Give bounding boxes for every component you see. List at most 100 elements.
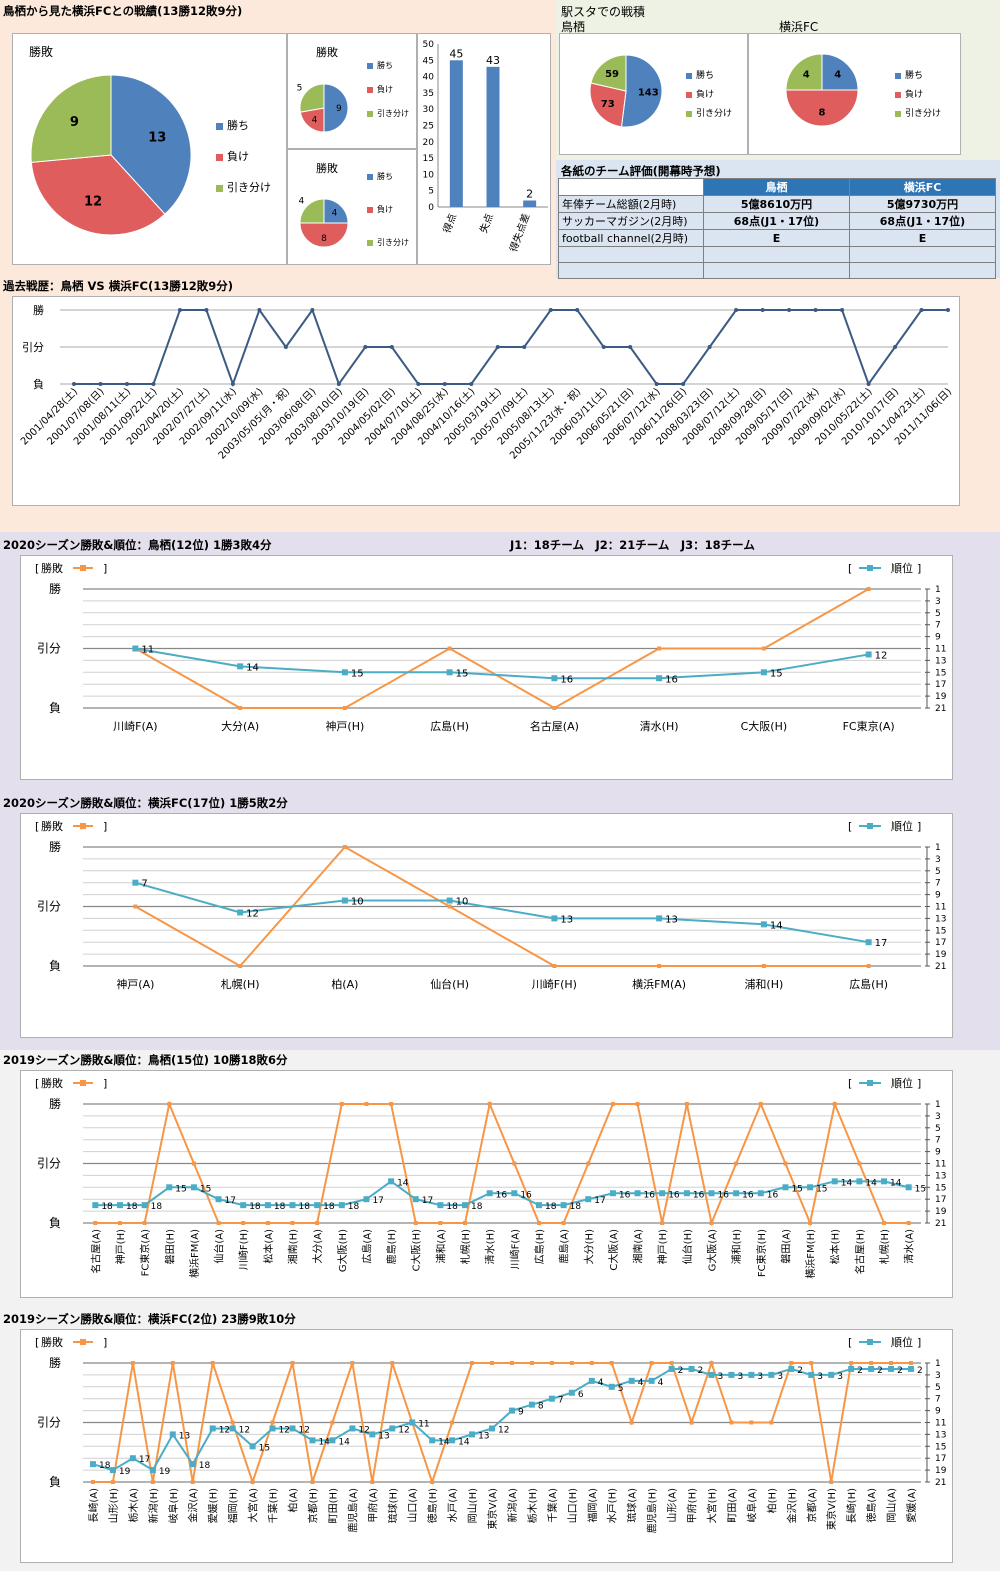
- rank-point: [511, 1190, 518, 1197]
- legend-swatch-負け: [686, 92, 692, 98]
- result-y-label: 負: [49, 1216, 61, 1230]
- result-y-label: 勝: [49, 839, 61, 854]
- pie-slice-勝ち: [323, 198, 349, 224]
- history-chart-box: 勝引分負 2001/04/28(土) 2001/07/08(日) 2001/08/11…: [12, 296, 960, 506]
- result-point: [150, 1480, 155, 1484]
- legend-bracket-open: [: [848, 1336, 852, 1349]
- result-point: [389, 1102, 394, 1106]
- eval-row-label: 年俸チーム総額(2月時): [558, 195, 704, 213]
- legend-swatch-勝ち: [686, 73, 692, 79]
- rank-data-label: 18: [274, 1202, 286, 1212]
- x-tick: 名古屋(A): [89, 1229, 102, 1274]
- pie-data-label: 9: [336, 104, 342, 114]
- rank-tick: 9: [935, 633, 941, 643]
- history-point: [257, 308, 262, 312]
- x-tick: 湘南(A): [632, 1229, 645, 1264]
- rank-data-label: 14: [338, 1437, 350, 1447]
- rank-point: [229, 1425, 236, 1432]
- rank-tick: 7: [935, 1395, 941, 1405]
- x-tick: 仙台(A): [213, 1229, 226, 1264]
- x-tick: 琉球(H): [386, 1488, 399, 1523]
- x-tick: 横浜FM(A): [188, 1229, 201, 1278]
- rank-point: [905, 1184, 912, 1191]
- result-point: [758, 1102, 763, 1106]
- result-point: [90, 1480, 95, 1484]
- result-point: [463, 1221, 468, 1225]
- result-point: [191, 1161, 196, 1166]
- rank-tick: 7: [935, 621, 941, 631]
- rank-tick: 5: [935, 1383, 941, 1393]
- season2-chart-box: [勝敗][順位] 1 3 5 7 9 11 13 15 17 19 21 勝引分負 7 12 10 10 13 13…: [20, 813, 953, 1038]
- pie-a-box: 勝敗 9 4 5 勝ち 負け 引き分け: [287, 33, 417, 149]
- rank-point: [314, 1202, 321, 1209]
- legend-label-引き分け: 引き分け: [377, 109, 409, 118]
- eval-row-label: [558, 262, 704, 279]
- legend-bracket-close: ]: [917, 1336, 921, 1349]
- x-tick: 金沢(A): [187, 1488, 200, 1523]
- rank-data-label: 2: [678, 1366, 684, 1376]
- x-tick: 千葉(A): [546, 1488, 559, 1523]
- rank-point: [462, 1202, 469, 1209]
- rank-data-label: 3: [718, 1372, 724, 1382]
- eval-header-yokohama: 横浜FC: [849, 178, 996, 196]
- x-tick: C大阪(H): [741, 719, 788, 733]
- result-y-label: 引分: [37, 1157, 61, 1171]
- x-tick: 大分(A): [311, 1229, 324, 1264]
- eval-row-label: football channel(2月時): [558, 229, 704, 247]
- rank-point: [634, 1190, 641, 1197]
- history-point: [72, 382, 76, 386]
- rank-point: [116, 1202, 123, 1209]
- rank-tick: 15: [935, 926, 946, 936]
- rank-data-label: 2: [897, 1366, 903, 1376]
- eval-cell: E: [703, 229, 850, 247]
- rank-point: [728, 1371, 735, 1378]
- rank-data-label: 2: [877, 1366, 883, 1376]
- eval-cell: 68点(J1・17位): [703, 212, 850, 230]
- result-point: [869, 1361, 874, 1365]
- result-point: [241, 1221, 246, 1225]
- eval-header-row: 鳥栖 横浜FC: [558, 178, 996, 196]
- rank-data-label: 14: [318, 1437, 330, 1447]
- x-tick: 川崎F(A): [113, 719, 157, 733]
- result-point: [216, 1221, 221, 1225]
- result-point: [649, 1361, 654, 1365]
- legend-rank-label: 順位: [891, 1076, 913, 1090]
- result-series-line: [95, 1100, 909, 1227]
- x-tick: 京都(H): [306, 1488, 319, 1523]
- rank-point: [848, 1365, 855, 1372]
- x-tick: FC東京(A): [843, 719, 895, 733]
- legend-swatch-引き分け: [367, 240, 373, 246]
- history-point: [919, 308, 924, 312]
- legend-label-勝ち: 勝ち: [696, 69, 714, 81]
- rank-data-label: 16: [560, 674, 573, 685]
- rank-data-label: 5: [618, 1384, 624, 1394]
- rank-point: [757, 1190, 764, 1197]
- rank-tick: 19: [935, 692, 947, 702]
- rank-point: [568, 1389, 575, 1396]
- result-point: [250, 1480, 255, 1484]
- rank-tick: 17: [935, 938, 946, 948]
- rank-point: [141, 1202, 148, 1209]
- legend-label-負け: 負け: [696, 88, 714, 100]
- bar-y-tick: 45: [423, 56, 434, 66]
- rank-point: [149, 1467, 156, 1474]
- x-tick: 横浜FM(A): [632, 977, 686, 991]
- h2h-title: 鳥栖から見た横浜FCとの戦績(13勝12敗9分): [3, 4, 243, 18]
- result-point: [829, 1480, 834, 1484]
- result-point: [350, 1361, 355, 1365]
- rank-data-label: 15: [175, 1184, 186, 1194]
- legend-rank-marker: [867, 1080, 873, 1086]
- season4-chart: [勝敗][順位]13579111315171921勝引分負18191719131…: [35, 1335, 947, 1533]
- rank-point: [237, 909, 244, 916]
- goals-bar-box: 0 5 10 15 20 25 30 35 40 45 50 45 得点 43 失点 2 得失点差: [417, 33, 551, 265]
- stadium-label-tosu: 鳥栖: [561, 20, 586, 34]
- legend-result-marker: [80, 565, 86, 571]
- legend-swatch-引き分け: [216, 185, 223, 192]
- rank-data-label: 11: [141, 645, 154, 656]
- result-point: [230, 1420, 235, 1425]
- result-y-label: 引分: [37, 642, 61, 656]
- rank-point: [668, 1365, 675, 1372]
- rank-point: [341, 897, 348, 904]
- pie-data-label: 12: [84, 195, 102, 210]
